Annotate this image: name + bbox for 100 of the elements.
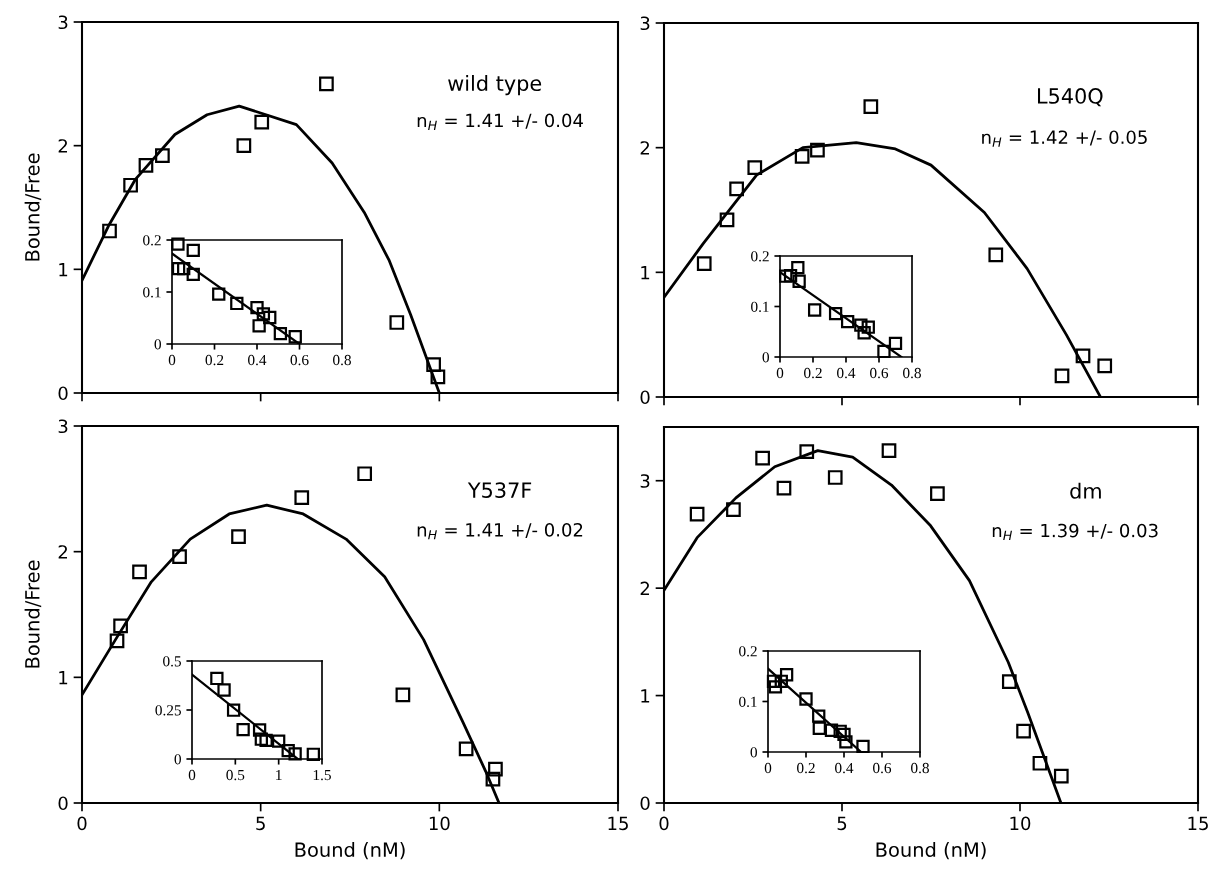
point [799, 692, 813, 706]
point [837, 727, 851, 741]
point [226, 703, 241, 717]
point [696, 256, 712, 271]
x-tick-label: 5 [837, 816, 847, 831]
point [877, 344, 891, 359]
point [485, 771, 501, 787]
point [430, 369, 446, 385]
x-tick-label: 0.6 [870, 367, 889, 379]
point [186, 267, 200, 281]
x-tick-label: 0.4 [248, 354, 267, 366]
point [217, 683, 231, 697]
point [263, 310, 277, 325]
x-tick-label: 0 [776, 367, 784, 379]
point [306, 747, 320, 761]
point [810, 142, 825, 158]
y-tick-label: 1 [59, 671, 68, 685]
point [791, 260, 805, 275]
point [288, 747, 302, 761]
point [256, 307, 271, 321]
point [186, 243, 200, 258]
x-axis-title: Bound (nM) [295, 842, 405, 860]
point [840, 314, 855, 329]
y-tick-label: 0 [58, 386, 68, 401]
x-tick-label: 0.6 [873, 762, 892, 774]
point [210, 671, 224, 686]
x-tick-label: 0 [77, 816, 87, 831]
point [783, 269, 798, 283]
x-tick-label: 15 [1188, 816, 1208, 831]
annotation: L540Q [1038, 88, 1103, 107]
y-tick-label: 2 [58, 545, 67, 559]
x-tick-label: 0.8 [333, 354, 351, 366]
x-tick-label: 0.5 [226, 769, 245, 781]
y-tick-label: 0.2 [739, 646, 757, 657]
x-tick-label: 0.2 [205, 354, 224, 366]
point [458, 741, 474, 757]
point [827, 470, 843, 485]
point [288, 330, 302, 344]
y-tick-label: 0.1 [739, 696, 757, 708]
y-tick-label: 0.5 [163, 656, 181, 667]
y-tick-label: 0 [750, 747, 757, 758]
x-tick-label: 0.2 [797, 762, 815, 774]
point [755, 450, 770, 466]
point [824, 723, 839, 737]
point [812, 721, 826, 735]
x-tick-label: 1 [276, 769, 282, 781]
point [294, 490, 310, 505]
point [252, 723, 267, 737]
point [779, 269, 793, 283]
point [828, 306, 843, 321]
point [1032, 755, 1048, 771]
point [272, 734, 286, 748]
y-tick-label: 0 [640, 390, 650, 405]
point [857, 326, 871, 340]
point [212, 287, 226, 301]
point [930, 486, 945, 501]
point [776, 480, 792, 496]
point [794, 149, 810, 164]
x-tick-label: 0 [188, 769, 196, 781]
point [123, 177, 138, 193]
point [768, 680, 783, 694]
x-tick-label: 5 [256, 816, 265, 831]
point [155, 148, 170, 163]
point [774, 674, 788, 688]
x-tick-label: 0.8 [903, 367, 921, 379]
point [138, 158, 154, 173]
point [881, 443, 897, 458]
point [171, 261, 186, 276]
y-tick-label: 1 [59, 263, 68, 277]
point [426, 357, 441, 372]
point [729, 181, 744, 197]
point [236, 722, 250, 737]
point [888, 336, 903, 351]
point [254, 114, 270, 130]
y-tick-label: 0.2 [143, 235, 161, 246]
point [1054, 368, 1070, 384]
x-tick-label: 0.8 [911, 762, 929, 774]
point [689, 506, 705, 522]
point [319, 76, 334, 92]
x-tick-label: 0.6 [290, 354, 309, 366]
point [833, 724, 847, 738]
y-tick-label: 0 [640, 796, 650, 811]
annotation: wild type [448, 74, 542, 96]
y-tick-label: 2 [58, 139, 67, 153]
point [357, 466, 373, 482]
annotation: n$_{H}$ = 1.41 +/- 0.02 [417, 523, 583, 540]
x-tick-label: 0 [659, 816, 669, 831]
point [254, 732, 268, 746]
point [109, 633, 125, 649]
point [252, 319, 266, 333]
x-axis-title: Bound (nM) [876, 842, 986, 860]
point [807, 303, 822, 317]
point [726, 502, 741, 518]
point [132, 564, 147, 580]
point [1016, 723, 1031, 739]
y-tick-label: 0.1 [751, 301, 769, 313]
point [861, 320, 875, 334]
y-axis-title: Bound/Free [24, 560, 42, 668]
point [488, 761, 503, 777]
point [273, 326, 288, 341]
